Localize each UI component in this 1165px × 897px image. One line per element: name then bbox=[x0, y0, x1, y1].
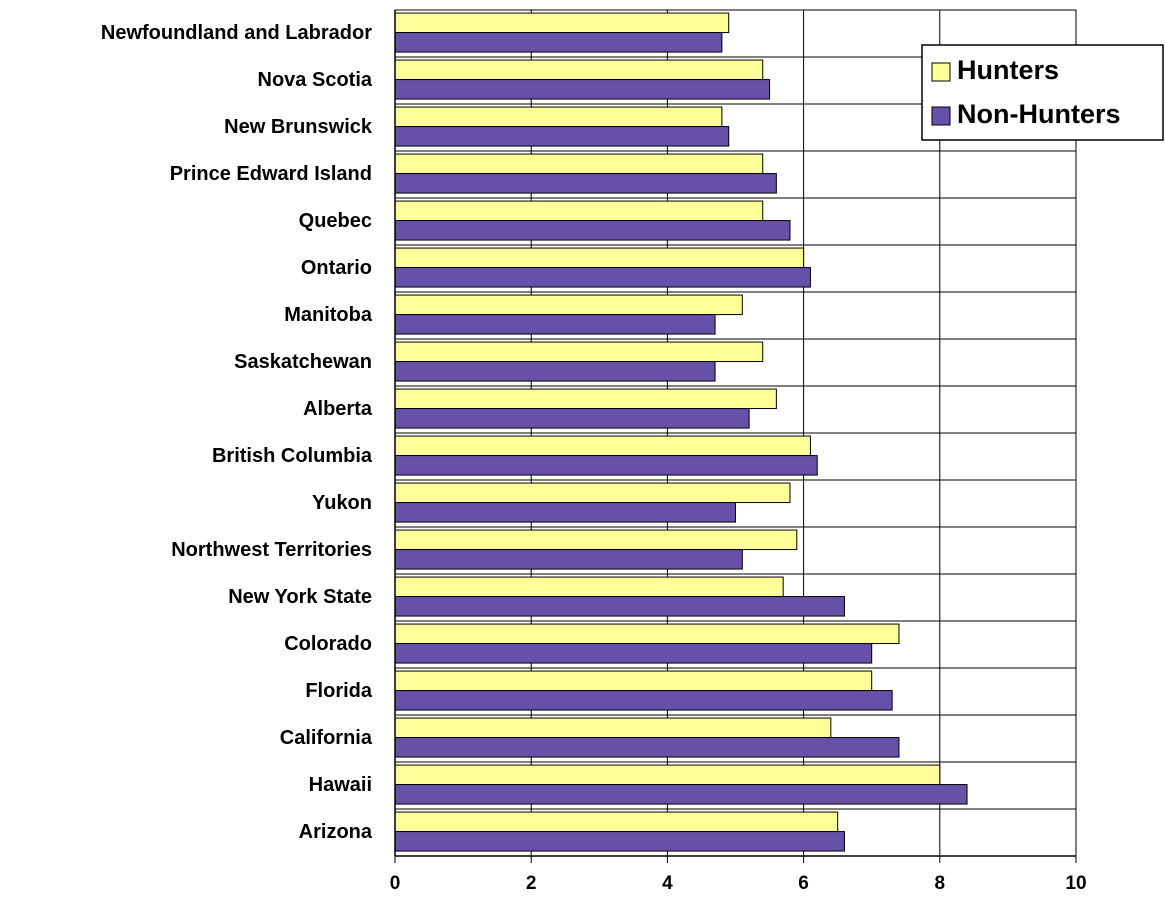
y-tick-label: New Brunswick bbox=[224, 116, 373, 138]
x-tick-label: 2 bbox=[526, 873, 537, 894]
bar bbox=[394, 32, 723, 53]
bar bbox=[394, 126, 730, 147]
legend-label: Hunters bbox=[957, 55, 1059, 85]
bar bbox=[394, 294, 743, 316]
y-tick-label: Newfoundland and Labrador bbox=[101, 22, 372, 44]
bar bbox=[394, 435, 811, 457]
bar bbox=[394, 596, 845, 617]
bar bbox=[394, 247, 805, 269]
x-tick-label: 0 bbox=[390, 873, 401, 894]
y-tick-label: New York State bbox=[228, 586, 372, 608]
y-tick-label: Quebec bbox=[299, 210, 372, 232]
bar bbox=[394, 106, 723, 128]
y-tick-label: Northwest Territories bbox=[171, 539, 372, 561]
bar bbox=[394, 811, 839, 833]
bar bbox=[394, 341, 764, 363]
x-tick-label: 8 bbox=[935, 873, 946, 894]
x-tick-label: 6 bbox=[798, 873, 809, 894]
y-tick-label: Nova Scotia bbox=[258, 69, 373, 91]
bar bbox=[394, 690, 893, 711]
bar bbox=[394, 502, 736, 523]
legend-box bbox=[921, 44, 1164, 141]
bar bbox=[394, 173, 777, 194]
legend-swatch bbox=[931, 62, 951, 82]
bar bbox=[394, 361, 716, 382]
bar bbox=[394, 784, 968, 805]
y-tick-label: Florida bbox=[305, 680, 373, 702]
bar bbox=[394, 670, 873, 692]
bar bbox=[394, 831, 845, 852]
bar bbox=[394, 623, 900, 645]
bar bbox=[394, 717, 832, 739]
legend-label: Non-Hunters bbox=[957, 99, 1121, 129]
y-tick-label: Alberta bbox=[303, 398, 373, 420]
y-tick-label: Prince Edward Island bbox=[170, 163, 372, 185]
y-tick-label: British Columbia bbox=[212, 445, 373, 467]
bar bbox=[394, 455, 818, 476]
bar bbox=[394, 200, 764, 222]
bar bbox=[394, 12, 730, 34]
bar bbox=[394, 764, 941, 786]
bar bbox=[394, 153, 764, 175]
bar bbox=[394, 737, 900, 758]
bar bbox=[394, 482, 791, 504]
y-tick-label: Ontario bbox=[301, 257, 372, 279]
bar bbox=[394, 529, 798, 551]
y-tick-label: California bbox=[280, 727, 373, 749]
bar bbox=[394, 576, 784, 598]
y-tick-label: Saskatchewan bbox=[234, 351, 372, 373]
bar bbox=[394, 549, 743, 570]
x-tick-label: 10 bbox=[1065, 873, 1086, 894]
bar bbox=[394, 388, 777, 410]
bar bbox=[394, 59, 764, 81]
y-tick-label: Hawaii bbox=[309, 774, 372, 796]
bar bbox=[394, 79, 771, 100]
bar bbox=[394, 643, 873, 664]
y-tick-label: Yukon bbox=[312, 492, 372, 514]
bar bbox=[394, 220, 791, 241]
bar bbox=[394, 408, 750, 429]
x-tick-label: 4 bbox=[662, 873, 673, 894]
bar bbox=[394, 267, 811, 288]
plot-frame bbox=[394, 9, 1077, 857]
y-tick-label: Manitoba bbox=[284, 304, 373, 326]
y-tick-label: Colorado bbox=[284, 633, 372, 655]
bar bbox=[394, 314, 716, 335]
y-tick-label: Arizona bbox=[299, 821, 373, 843]
legend-swatch bbox=[931, 106, 951, 126]
